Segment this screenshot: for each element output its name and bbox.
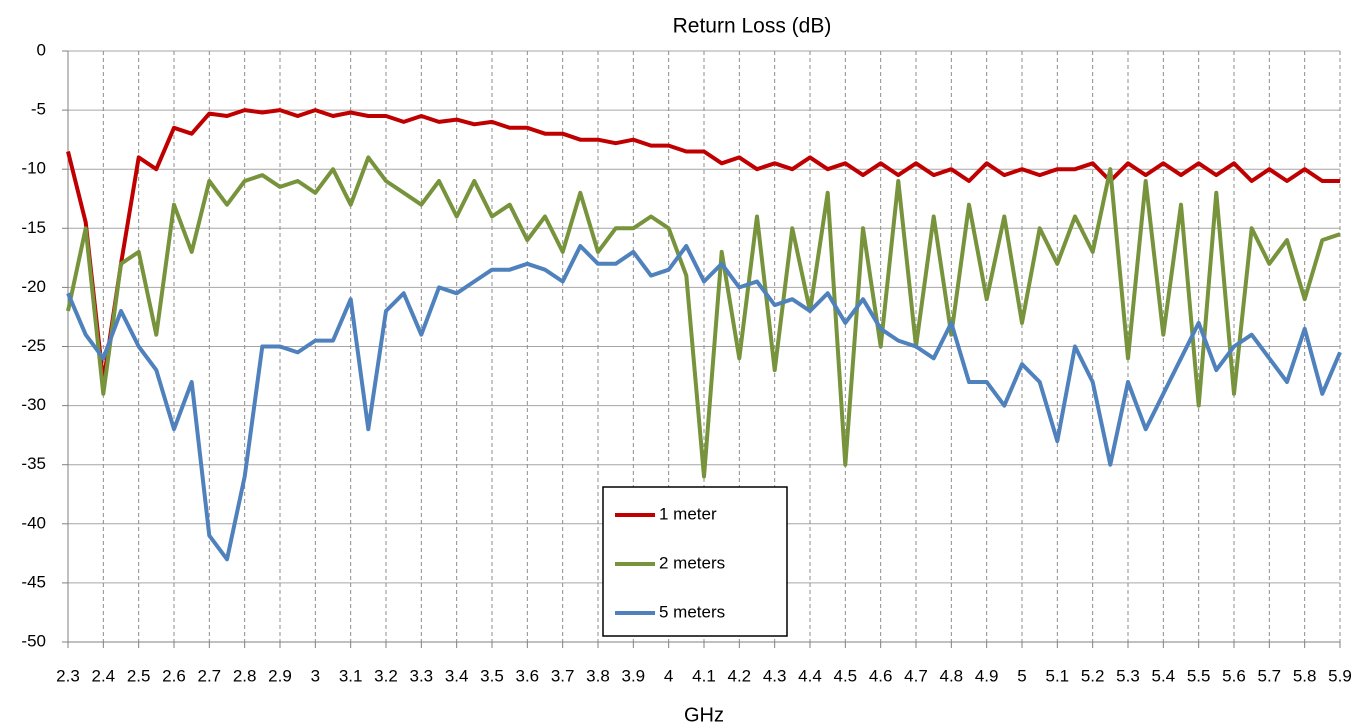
- x-tick-label: 5.1: [1046, 666, 1070, 685]
- x-tick-label: 5.3: [1116, 666, 1140, 685]
- x-tick-label: 2.5: [127, 666, 151, 685]
- x-tick-label: 4: [664, 666, 673, 685]
- x-tick-label: 2.7: [198, 666, 222, 685]
- x-tick-label: 2.8: [233, 666, 257, 685]
- x-tick-label: 5.6: [1222, 666, 1246, 685]
- legend: 1 meter 2 meters 5 meters: [602, 486, 788, 637]
- x-tick-label: 2.3: [56, 666, 80, 685]
- chart-title: Return Loss (dB): [673, 15, 832, 38]
- x-tick-label: 4.9: [975, 666, 999, 685]
- x-tick-label: 4.5: [834, 666, 858, 685]
- x-tick-label: 3.9: [622, 666, 646, 685]
- x-tick-label: 5: [1017, 666, 1026, 685]
- x-tick-label: 4.2: [728, 666, 752, 685]
- y-tick-label: -35: [21, 454, 46, 473]
- x-axis-label: GHz: [684, 704, 724, 726]
- x-tick-label: 3.3: [410, 666, 434, 685]
- y-tick-label: -10: [21, 159, 46, 178]
- x-tick-label: 4.8: [940, 666, 964, 685]
- y-tick-label: -25: [21, 336, 46, 355]
- legend-label: 5 meters: [659, 602, 725, 621]
- x-tick-label: 5.4: [1152, 666, 1176, 685]
- legend-label: 2 meters: [659, 553, 725, 572]
- x-tick-label: 3.7: [551, 666, 575, 685]
- x-tick-label: 4.1: [692, 666, 716, 685]
- x-tick-label: 2.6: [162, 666, 186, 685]
- y-tick-label: -5: [31, 100, 46, 119]
- y-tick-label: -45: [21, 572, 46, 591]
- x-tick-label: 3.1: [339, 666, 363, 685]
- y-tick-label: -30: [21, 395, 46, 414]
- y-tick-label: -50: [21, 631, 46, 650]
- x-tick-label: 4.3: [763, 666, 787, 685]
- line-series: [66, 155, 1341, 479]
- line-series: [66, 108, 1340, 384]
- legend-label: 1 meter: [659, 504, 717, 523]
- y-tick-label: -40: [21, 513, 46, 532]
- x-tick-label: 3.4: [445, 666, 469, 685]
- x-tick-label: 3.5: [480, 666, 504, 685]
- x-tick-label: 2.9: [268, 666, 292, 685]
- x-tick-label: 3.6: [516, 666, 540, 685]
- x-tick-label: 5.5: [1187, 666, 1211, 685]
- y-tick-label: -15: [21, 218, 46, 237]
- x-tick-label: 3.8: [586, 666, 610, 685]
- y-tick-label: 0: [37, 40, 46, 59]
- x-tick-label: 5.9: [1328, 666, 1352, 685]
- x-tick-label: 2.4: [92, 666, 116, 685]
- x-tick-label: 4.7: [904, 666, 928, 685]
- x-tick-label: 3.2: [374, 666, 398, 685]
- x-tick-label: 4.4: [798, 666, 822, 685]
- x-tick-label: 4.6: [869, 666, 893, 685]
- x-tick-label: 5.7: [1258, 666, 1282, 685]
- y-tick-label: -20: [21, 277, 46, 296]
- line-series: [66, 244, 1342, 562]
- x-tick-label: 3: [311, 666, 320, 685]
- x-tick-label: 5.2: [1081, 666, 1105, 685]
- x-tick-label: 5.8: [1293, 666, 1317, 685]
